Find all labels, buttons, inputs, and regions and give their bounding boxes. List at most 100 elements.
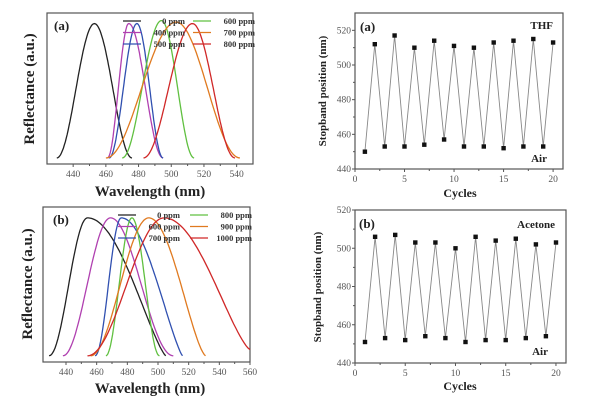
y-tick-label: 440 xyxy=(337,359,352,369)
series-line xyxy=(364,234,557,343)
x-tick-label: 520 xyxy=(182,368,197,378)
annotation-air: Air xyxy=(531,153,547,165)
data-point xyxy=(392,33,397,38)
data-point xyxy=(543,334,549,339)
data-point xyxy=(362,149,368,154)
legend-label: 600 ppm xyxy=(149,222,180,232)
panel-label: (a) xyxy=(360,19,375,34)
data-point xyxy=(432,38,437,43)
x-ticks: 440 460 480 500 520 540 560 xyxy=(59,362,258,378)
x-ticks: 440 460 480 500 520 540 xyxy=(66,164,244,180)
data-point xyxy=(433,240,438,245)
panel-label: (b) xyxy=(53,212,69,227)
series-line-500-ppm xyxy=(108,22,164,159)
x-tick-label: 480 xyxy=(131,170,146,180)
data-point xyxy=(471,45,477,50)
y-tick-label: 500 xyxy=(337,244,352,254)
annotation-air: Air xyxy=(532,346,548,358)
data-point xyxy=(511,38,516,43)
plot-frame xyxy=(354,12,564,170)
spectra-b-chart: 440 460 480 500 520 540 560 (b) Wavelength (nm… xyxy=(20,206,258,397)
panel-label: (b) xyxy=(359,216,375,231)
x-tick-label: 5 xyxy=(403,369,408,379)
legend-label: 400 ppm xyxy=(154,28,185,38)
data-point xyxy=(413,240,418,245)
data-point xyxy=(553,240,559,245)
series-line-0-ppm xyxy=(48,217,167,357)
x-tick-label: 10 xyxy=(449,175,459,185)
y-axis-label: Stopband position (nm) xyxy=(317,35,329,146)
y-axis-label: Stopband position (nm) xyxy=(312,231,324,342)
legend-label: 0 ppm xyxy=(162,16,185,26)
x-axis-label: Wavelength (nm) xyxy=(95,381,205,397)
data-point xyxy=(501,146,506,151)
data-point xyxy=(451,43,457,49)
legend-label: 700 ppm xyxy=(224,28,255,38)
y-ticks: 440 460 480 500 520 xyxy=(337,206,355,369)
curves xyxy=(56,19,241,159)
series xyxy=(362,33,556,154)
series-line-700-ppm xyxy=(105,21,241,159)
spectra-a-chart: 440 460 480 500 520 540 (a) Wavelength (nm) R… xyxy=(22,12,255,200)
x-tick-label: 480 xyxy=(120,368,135,378)
x-tick-label: 5 xyxy=(402,175,407,185)
y-tick-label: 520 xyxy=(337,206,352,216)
y-axis-label: Reflectance (a.u.) xyxy=(20,228,36,339)
cycles-b-chart: 0 5 10 15 20 440 460 480 500 520 (b) Acetone Air… xyxy=(312,206,567,393)
data-point xyxy=(412,45,417,50)
data-point xyxy=(493,238,498,243)
series-line-600-ppm xyxy=(122,19,195,159)
data-point xyxy=(403,337,408,343)
data-point xyxy=(550,40,556,45)
y-tick-label: 480 xyxy=(337,283,352,293)
data-point xyxy=(503,337,508,343)
y-tick-label: 460 xyxy=(337,321,352,331)
x-axis-label: Cycles xyxy=(443,379,477,393)
series-line-800-ppm xyxy=(105,217,160,357)
x-tick-label: 540 xyxy=(230,170,245,180)
plot-frame xyxy=(42,206,251,363)
data-point xyxy=(461,144,467,149)
panel-label: (a) xyxy=(54,18,69,33)
x-tick-label: 440 xyxy=(59,368,74,378)
series-line-900-ppm xyxy=(90,217,206,357)
data-point xyxy=(423,334,428,339)
x-axis-label: Cycles xyxy=(443,186,477,200)
data-point xyxy=(463,339,468,345)
y-tick-label: 520 xyxy=(337,26,352,36)
data-point xyxy=(362,339,368,345)
legend-label: 500 ppm xyxy=(154,39,185,49)
legend-label: 900 ppm xyxy=(221,222,252,232)
data-point xyxy=(393,232,398,238)
x-tick-label: 500 xyxy=(151,368,166,378)
plot-frame xyxy=(46,12,254,165)
data-point xyxy=(422,142,427,147)
y-tick-label: 480 xyxy=(337,96,352,106)
annotation-solvent: Acetone xyxy=(517,219,555,231)
legend-label: 0 ppm xyxy=(157,210,180,220)
y-ticks: 440 460 480 500 520 xyxy=(337,26,355,175)
annotation-solvent: THF xyxy=(530,20,553,32)
data-point xyxy=(481,144,486,149)
legend-label: 800 ppm xyxy=(224,39,255,49)
series-line xyxy=(364,35,554,152)
x-tick-label: 500 xyxy=(164,170,179,180)
x-tick-label: 560 xyxy=(243,368,258,378)
data-point xyxy=(372,42,377,47)
data-point xyxy=(523,335,528,341)
series xyxy=(362,232,559,345)
legend-label: 600 ppm xyxy=(224,16,255,26)
data-point xyxy=(453,246,458,251)
y-tick-label: 440 xyxy=(337,165,352,175)
series-line-0-ppm xyxy=(56,22,133,159)
x-tick-label: 440 xyxy=(66,170,81,180)
legend-label: 1000 ppm xyxy=(216,233,252,243)
x-tick-label: 0 xyxy=(353,175,358,185)
x-tick-label: 460 xyxy=(90,368,105,378)
data-point xyxy=(483,337,488,343)
x-tick-label: 15 xyxy=(501,369,511,379)
x-tick-label: 460 xyxy=(99,170,114,180)
